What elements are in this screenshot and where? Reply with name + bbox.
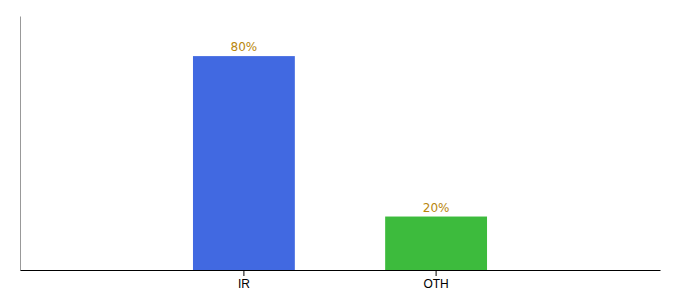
bar: [193, 56, 295, 270]
y-axis: [20, 17, 21, 271]
data-label: 80%: [231, 40, 258, 54]
x-tick-label: IR: [238, 277, 250, 291]
y-axis-line: [20, 17, 21, 271]
chart: IR OTH 80% 20%: [0, 0, 680, 300]
x-axis: IR OTH: [21, 270, 661, 291]
x-tick-mark: [243, 270, 244, 276]
x-axis-line: [21, 270, 661, 271]
x-tick: IR: [238, 270, 250, 291]
x-tick: OTH: [423, 270, 448, 291]
plot: IR OTH 80% 20%: [21, 17, 661, 291]
data-labels: 80% 20%: [231, 40, 450, 214]
x-tick-mark: [436, 270, 437, 276]
data-label: 20%: [423, 201, 450, 215]
bar: [385, 217, 487, 270]
bars: [193, 56, 487, 270]
x-tick-label: OTH: [423, 277, 448, 291]
